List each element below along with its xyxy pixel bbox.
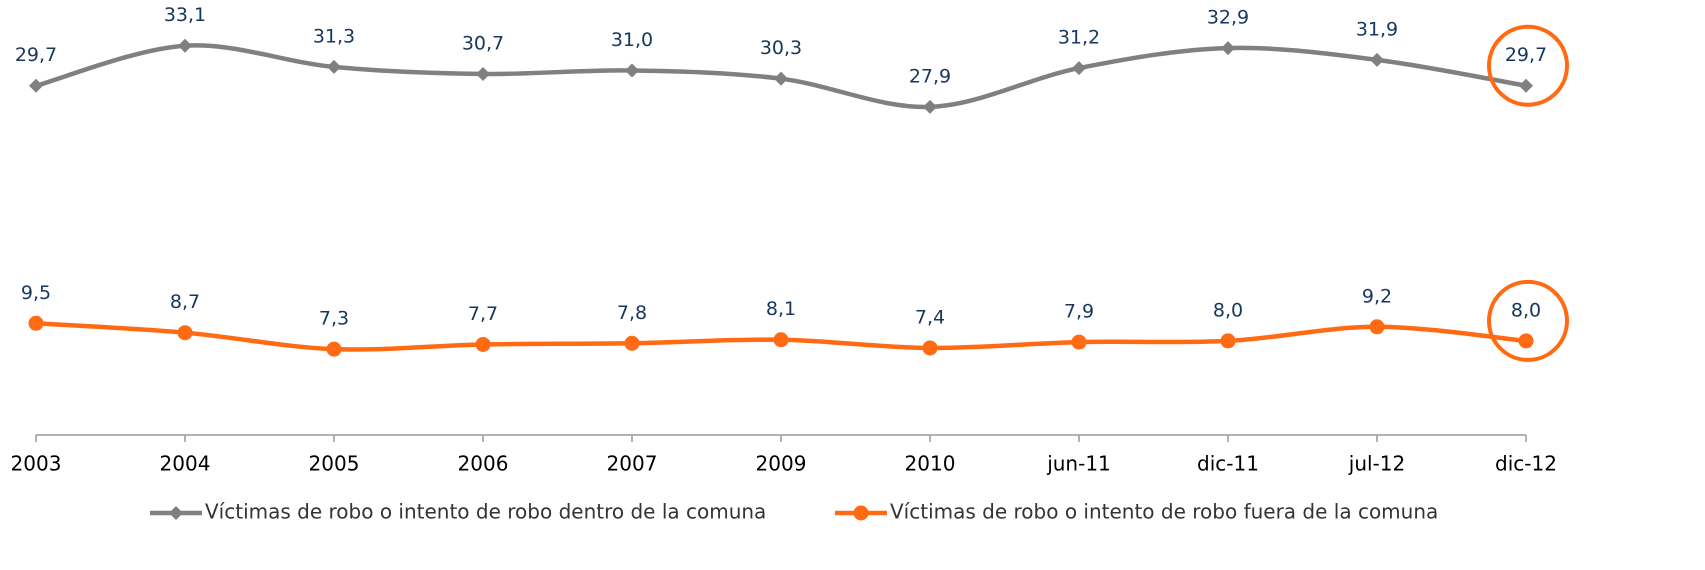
- marker: [1221, 41, 1235, 56]
- value-label: 31,3: [313, 25, 355, 47]
- marker: [922, 340, 938, 356]
- marker: [1369, 319, 1385, 335]
- marker: [1220, 333, 1236, 349]
- x-tick-label: 2003: [11, 452, 62, 476]
- value-label: 7,4: [915, 306, 945, 328]
- highlight-ring: [1487, 24, 1569, 107]
- value-label: 8,1: [766, 298, 796, 320]
- value-label: 8,0: [1511, 299, 1541, 321]
- value-label: 9,2: [1362, 285, 1392, 307]
- value-label: 7,9: [1064, 301, 1094, 323]
- marker: [923, 99, 937, 114]
- value-label: 29,7: [15, 44, 57, 66]
- x-tick-label: 2009: [756, 452, 807, 476]
- marker: [624, 335, 640, 351]
- value-label: 9,5: [21, 282, 51, 304]
- value-label: 30,7: [462, 32, 504, 54]
- marker: [1071, 334, 1087, 350]
- marker: [177, 325, 193, 341]
- x-tick-label: 2004: [160, 452, 211, 476]
- x-tick-label: 2006: [458, 452, 509, 476]
- marker: [1370, 52, 1384, 67]
- highlight-ring: [1487, 279, 1569, 362]
- marker: [853, 505, 869, 521]
- x-tick-label: 2010: [905, 452, 956, 476]
- marker: [773, 332, 789, 348]
- value-label: 27,9: [909, 65, 951, 87]
- marker: [475, 336, 491, 352]
- legend-label: Víctimas de robo o intento de robo dentr…: [205, 500, 766, 524]
- x-tick-label: dic-12: [1495, 452, 1557, 476]
- marker: [327, 59, 341, 74]
- marker: [1518, 333, 1534, 349]
- x-tick-label: jun-11: [1046, 452, 1111, 476]
- value-label: 31,2: [1058, 27, 1100, 49]
- x-tick-label: dic-11: [1197, 452, 1259, 476]
- marker: [1072, 61, 1086, 76]
- value-label: 31,9: [1356, 18, 1398, 40]
- x-tick-label: 2007: [607, 452, 658, 476]
- value-label: 30,3: [760, 37, 802, 59]
- legend-label: Víctimas de robo o intento de robo fuera…: [890, 500, 1438, 524]
- value-label: 32,9: [1207, 7, 1249, 29]
- x-tick-label: 2005: [309, 452, 360, 476]
- marker: [625, 63, 639, 78]
- x-tick-label: jul-12: [1348, 452, 1405, 476]
- value-label: 29,7: [1505, 44, 1547, 66]
- marker: [169, 506, 183, 520]
- value-label: 7,7: [468, 303, 498, 325]
- marker: [1519, 78, 1533, 93]
- marker: [476, 66, 490, 81]
- marker: [28, 315, 44, 331]
- value-label: 7,3: [319, 308, 349, 330]
- marker: [29, 78, 43, 93]
- marker: [774, 71, 788, 86]
- marker: [178, 38, 192, 53]
- value-label: 31,0: [611, 29, 653, 51]
- value-label: 8,7: [170, 291, 200, 313]
- value-label: 7,8: [617, 302, 647, 324]
- marker: [326, 341, 342, 357]
- value-label: 8,0: [1213, 299, 1243, 321]
- value-label: 33,1: [164, 4, 206, 26]
